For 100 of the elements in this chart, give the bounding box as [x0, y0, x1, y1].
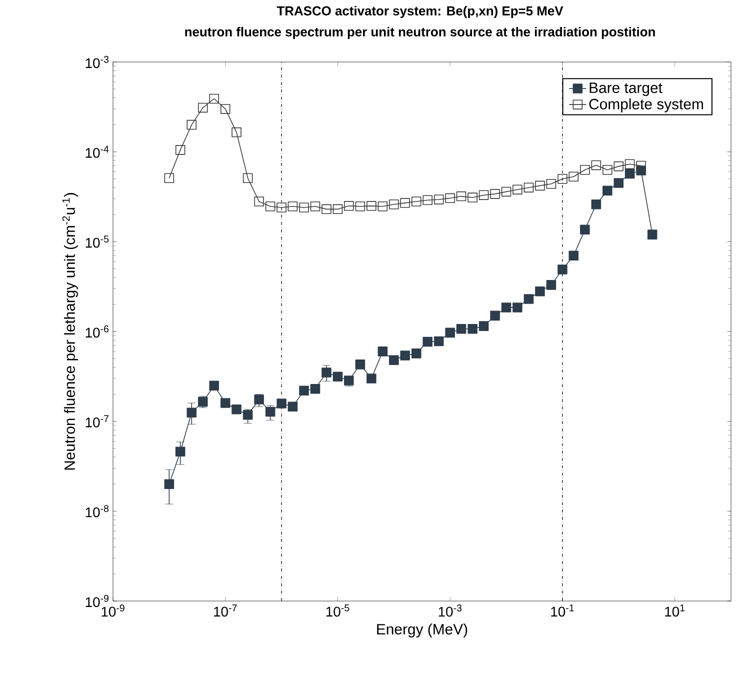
point: [614, 178, 624, 188]
point: [535, 286, 545, 296]
point: [198, 102, 208, 113]
point: [299, 202, 309, 212]
point: [265, 202, 276, 212]
point: [186, 120, 197, 130]
point: [344, 201, 354, 211]
point: [535, 180, 545, 191]
point: [265, 406, 276, 417]
point: [164, 173, 174, 183]
point: [478, 321, 489, 331]
point: [422, 336, 432, 347]
point: [636, 160, 646, 171]
y-tick-label: 10$^{-6}$: [86, 325, 109, 338]
point: [422, 195, 432, 206]
point: [378, 202, 388, 212]
point: [558, 264, 568, 274]
point: [568, 172, 578, 182]
point: [591, 160, 602, 170]
point: [175, 446, 186, 457]
point: [332, 204, 343, 214]
point: [254, 196, 264, 206]
point: [647, 230, 658, 240]
legend-label: Complete system: [589, 98, 703, 112]
point: [276, 398, 286, 408]
point: [220, 398, 230, 408]
point: [242, 410, 253, 420]
point: [254, 394, 264, 404]
point: [568, 250, 578, 260]
point: [378, 346, 388, 356]
point: [232, 404, 242, 414]
y-tick-label: 10$^{-9}$: [86, 594, 109, 608]
chart-title: TRASCO activator system: Be(p,xn) Ep=5 MeV: [276, 6, 564, 18]
chart-subtitle: neutron fluence spectrum per unit neutron source at the irradiation postition: [185, 26, 655, 40]
point: [344, 376, 354, 386]
point: [524, 182, 534, 192]
point: [602, 164, 612, 175]
x-tick-label: 10$^{-7}$: [214, 604, 237, 617]
y-tick-label: 10$^{-5}$: [86, 236, 109, 248]
point: [546, 178, 556, 189]
x-tick-label: 10$^{-1}$: [551, 604, 574, 617]
point: [389, 355, 399, 366]
point: [322, 204, 332, 214]
x-tick-label: 10$^{-3}$: [438, 604, 462, 617]
point: [614, 161, 624, 172]
point: [310, 384, 320, 394]
x-axis-title: Energy (MeV): [377, 624, 468, 638]
point: [411, 196, 422, 206]
point: [580, 224, 590, 235]
point: [400, 198, 410, 208]
point: [209, 94, 220, 104]
point: [288, 202, 298, 212]
point: [546, 280, 556, 290]
point: [490, 310, 500, 321]
point: [276, 202, 286, 212]
point: [299, 386, 309, 396]
x-tick-label: 10$^{-9}$: [102, 604, 124, 617]
point: [478, 190, 489, 200]
point: [602, 186, 612, 196]
point: [558, 174, 568, 184]
point: [490, 189, 500, 199]
point: [624, 168, 635, 179]
point: [501, 302, 512, 312]
y-tick-label: 10$^{-8}$: [86, 505, 109, 518]
point: [355, 202, 366, 212]
point: [366, 201, 376, 211]
point: [164, 479, 174, 490]
point: [332, 372, 343, 382]
point: [580, 164, 590, 175]
x-tick-label: 10$^{-5}$: [326, 604, 350, 617]
point: [322, 368, 332, 378]
point: [468, 324, 478, 334]
point: [501, 186, 512, 197]
point: [242, 173, 253, 183]
y-axis-title: Neutron fluence per lethargy unit (cm$^{-2}$u$^{-1}$): [62, 193, 78, 470]
point: [445, 328, 455, 338]
point: [366, 374, 376, 384]
point: [468, 192, 478, 202]
point: [591, 200, 602, 210]
point: [445, 193, 455, 204]
point: [209, 380, 220, 390]
point: [288, 402, 298, 412]
point: [456, 191, 466, 202]
point: [624, 159, 635, 170]
point: [512, 184, 522, 194]
y-tick-label: 10$^{-3}$: [86, 56, 109, 68]
point: [512, 302, 522, 312]
point: [310, 202, 320, 212]
point: [355, 360, 366, 370]
y-tick-label: 10$^{-4}$: [86, 146, 109, 158]
point: [232, 127, 242, 138]
point: [434, 194, 444, 204]
point: [175, 145, 186, 155]
point: [524, 294, 534, 304]
point: [411, 348, 422, 358]
x-tick-label: 10$^{1}$: [665, 604, 685, 617]
point: [389, 200, 399, 210]
point: [434, 336, 444, 346]
y-tick-label: 10$^{-7}$: [86, 415, 108, 428]
point: [456, 324, 466, 334]
